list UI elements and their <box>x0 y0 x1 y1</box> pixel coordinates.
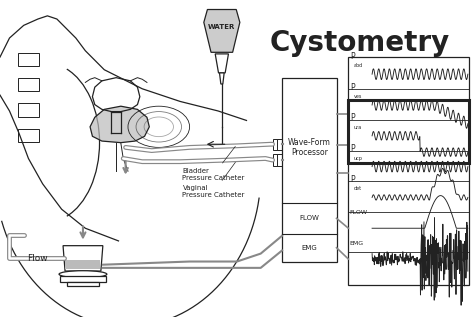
Text: P: P <box>350 52 355 61</box>
Text: ucp: ucp <box>354 156 363 161</box>
Bar <box>273 139 279 150</box>
Bar <box>273 154 279 166</box>
Bar <box>348 57 469 285</box>
Polygon shape <box>204 10 240 52</box>
Polygon shape <box>215 54 228 73</box>
Bar <box>18 78 39 91</box>
Text: EMG: EMG <box>301 245 317 251</box>
Polygon shape <box>65 260 100 269</box>
Text: FLOW: FLOW <box>300 215 319 221</box>
Text: P: P <box>350 83 355 92</box>
Text: ura: ura <box>354 125 362 130</box>
Text: det: det <box>354 186 362 191</box>
Bar <box>18 53 39 66</box>
Text: ves: ves <box>354 94 363 99</box>
Bar <box>277 139 283 150</box>
Text: FLOW: FLOW <box>350 210 368 215</box>
Polygon shape <box>219 73 224 84</box>
Polygon shape <box>90 106 149 143</box>
Text: abd: abd <box>354 63 364 68</box>
Text: Cystometry: Cystometry <box>270 29 450 56</box>
Bar <box>348 100 469 163</box>
Text: EMG: EMG <box>350 241 364 246</box>
Text: P: P <box>350 175 355 184</box>
Text: P: P <box>350 144 355 153</box>
Text: WATER: WATER <box>208 24 236 29</box>
Bar <box>277 154 283 166</box>
Bar <box>18 103 39 117</box>
Text: Vaginal
Pressure Catheter: Vaginal Pressure Catheter <box>182 162 245 198</box>
Bar <box>282 78 337 262</box>
Text: P: P <box>350 113 355 122</box>
Ellipse shape <box>59 271 107 278</box>
Text: Flow: Flow <box>27 254 47 263</box>
Polygon shape <box>63 246 103 271</box>
Bar <box>67 282 99 286</box>
Text: Wave-Form
Processor: Wave-Form Processor <box>288 138 331 157</box>
Text: Bladder
Pressure Catheter: Bladder Pressure Catheter <box>182 146 245 181</box>
Bar <box>60 276 106 282</box>
Bar <box>18 129 39 142</box>
